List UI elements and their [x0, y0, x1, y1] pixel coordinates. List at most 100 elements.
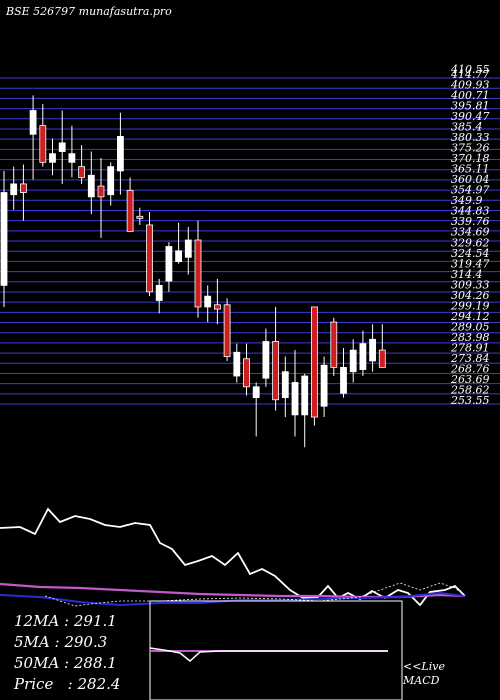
candle-body	[184, 239, 192, 258]
candle	[184, 227, 192, 275]
candle-body	[281, 371, 289, 399]
candle	[349, 339, 357, 383]
price-tick-label: 294.12	[450, 310, 490, 323]
price-tick-label: 385.4	[451, 121, 483, 134]
stat-12ma: 12MA : 291.1	[14, 612, 117, 630]
candle-body	[0, 192, 8, 286]
price-tick-label: 319.47	[451, 257, 490, 270]
candle	[155, 278, 163, 314]
moving-average-stats: 12MA : 291.1 5MA : 290.3 50MA : 288.1 Pr…	[14, 611, 120, 695]
price-tick-label: 414.77	[450, 68, 490, 81]
candle-body	[223, 304, 231, 357]
candle	[272, 306, 280, 411]
price-tick-label: 370.18	[451, 152, 490, 165]
price-tick-label: 258.62	[450, 383, 490, 396]
candle-body	[194, 239, 202, 308]
candle-body	[117, 136, 124, 172]
candle	[165, 242, 173, 292]
candle	[39, 104, 47, 167]
candle	[281, 356, 289, 418]
price-tick-label: 309.33	[451, 278, 490, 291]
candle-body	[291, 382, 299, 416]
candle-body	[29, 110, 37, 135]
candle	[97, 158, 105, 238]
candle	[117, 112, 124, 195]
candle	[233, 343, 241, 383]
candle-body	[136, 215, 144, 219]
candle-body	[359, 343, 367, 370]
price-tick-label: 365.11	[451, 163, 490, 176]
candle-body	[320, 364, 328, 407]
macd-panel	[149, 600, 403, 700]
candle-body	[10, 183, 18, 196]
price-tick-label: 390.47	[451, 110, 490, 123]
ma-5-trace-dots	[44, 582, 466, 607]
candle	[194, 220, 202, 318]
candle	[369, 324, 377, 372]
candle	[330, 317, 338, 377]
chart-title: BSE 526797 munafasutra.pro	[6, 5, 172, 18]
price-tick-label: 329.62	[451, 236, 490, 249]
candle-body	[213, 304, 221, 310]
candle-body	[204, 295, 212, 308]
candle	[10, 166, 18, 210]
candle-body	[68, 153, 76, 163]
price-tick-label: 360.04	[451, 173, 490, 186]
candle	[252, 382, 260, 437]
candle	[107, 162, 115, 206]
price-tick-label: 395.81	[451, 100, 490, 113]
price-tick-label: 263.69	[450, 373, 490, 386]
candle	[0, 170, 8, 307]
candle-body	[155, 284, 163, 301]
candle	[68, 125, 76, 178]
stat-5ma: 5MA : 290.3	[14, 633, 108, 651]
candle-body	[369, 338, 377, 362]
macd-line	[149, 647, 388, 662]
price-tick-label: 400.71	[450, 89, 490, 102]
candle	[58, 110, 66, 184]
candle-body	[310, 306, 318, 418]
candle	[310, 306, 318, 426]
price-tick-label: 339.76	[451, 215, 490, 228]
candle-body	[146, 224, 153, 293]
candle	[87, 151, 95, 215]
stat-50ma: 50MA : 288.1	[14, 654, 117, 672]
candle-body	[301, 375, 309, 416]
candle	[78, 145, 85, 184]
candle	[204, 285, 212, 323]
price-tick-label: 273.84	[450, 352, 490, 365]
candle-body	[107, 166, 115, 196]
price-tick-label: 283.98	[450, 331, 490, 344]
candle	[320, 356, 328, 418]
price-tick-label: 380.33	[451, 131, 490, 144]
macd-label: <<Live MACD	[403, 660, 445, 688]
candle-body	[330, 321, 338, 368]
price-tick-label: 354.97	[451, 184, 490, 197]
candle-body	[49, 153, 56, 163]
candle-body	[262, 341, 270, 379]
candle	[29, 95, 37, 180]
price-tick-label: 314.4	[451, 268, 483, 281]
ma-5-line	[0, 591, 466, 607]
candle	[19, 164, 27, 221]
candlesticks	[0, 95, 386, 448]
candle	[126, 177, 134, 232]
price-tick-label: 278.91	[450, 341, 490, 354]
candle-body	[58, 142, 66, 152]
candle	[359, 330, 367, 377]
candle-body	[252, 386, 260, 399]
candle-body	[87, 174, 95, 198]
price-axis-labels: 410.55414.77409.93400.71395.81390.47385.…	[450, 63, 490, 407]
price-tick-label: 304.26	[451, 289, 490, 302]
candle-body	[175, 250, 183, 263]
price-tick-label: 289.05	[450, 320, 490, 333]
candle	[378, 324, 386, 368]
price-tick-label: 349.9	[451, 194, 483, 207]
ma-50-line	[0, 582, 466, 599]
moving-average-panel	[0, 507, 466, 607]
candle	[213, 278, 221, 325]
live-label: <<Live	[403, 660, 445, 673]
candle-body	[272, 341, 280, 401]
candle-body	[165, 246, 173, 282]
candle	[223, 298, 231, 361]
